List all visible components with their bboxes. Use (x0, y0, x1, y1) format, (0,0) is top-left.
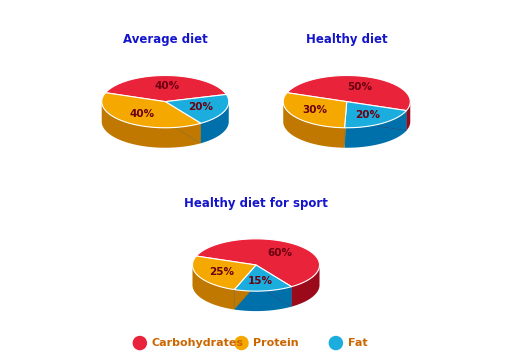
Polygon shape (291, 265, 319, 307)
Polygon shape (347, 102, 407, 131)
Polygon shape (102, 93, 201, 128)
Text: 40%: 40% (154, 81, 179, 91)
Text: 40%: 40% (129, 109, 154, 119)
Text: 50%: 50% (347, 82, 372, 92)
Polygon shape (105, 76, 226, 102)
Circle shape (235, 337, 248, 350)
Polygon shape (193, 265, 234, 310)
Polygon shape (345, 111, 407, 148)
Circle shape (329, 337, 343, 350)
Text: 20%: 20% (355, 110, 380, 120)
Polygon shape (287, 76, 410, 111)
Polygon shape (345, 102, 347, 148)
Polygon shape (256, 265, 291, 307)
Text: 30%: 30% (303, 105, 328, 115)
Text: Carbohydrates: Carbohydrates (152, 338, 244, 348)
Polygon shape (283, 93, 347, 128)
Text: Healthy diet: Healthy diet (306, 33, 388, 46)
Polygon shape (256, 265, 291, 307)
Text: Fat: Fat (348, 338, 368, 348)
Polygon shape (201, 101, 229, 143)
Text: Protein: Protein (253, 338, 299, 348)
Polygon shape (347, 102, 407, 131)
Polygon shape (165, 102, 201, 143)
Polygon shape (407, 102, 410, 131)
Polygon shape (234, 265, 256, 310)
Circle shape (133, 337, 146, 350)
Polygon shape (234, 265, 291, 291)
Polygon shape (102, 101, 201, 148)
Polygon shape (345, 102, 347, 148)
Polygon shape (283, 101, 345, 148)
Text: 20%: 20% (188, 102, 214, 112)
Polygon shape (165, 102, 201, 143)
Text: 25%: 25% (209, 266, 234, 277)
Polygon shape (234, 265, 256, 310)
Polygon shape (193, 256, 256, 290)
Polygon shape (196, 239, 319, 287)
Polygon shape (165, 94, 229, 123)
Text: Average diet: Average diet (123, 33, 208, 46)
Text: Healthy diet for sport: Healthy diet for sport (184, 197, 328, 210)
Polygon shape (234, 287, 291, 311)
Text: 60%: 60% (267, 248, 292, 258)
Polygon shape (345, 102, 407, 128)
Text: 15%: 15% (248, 276, 273, 286)
